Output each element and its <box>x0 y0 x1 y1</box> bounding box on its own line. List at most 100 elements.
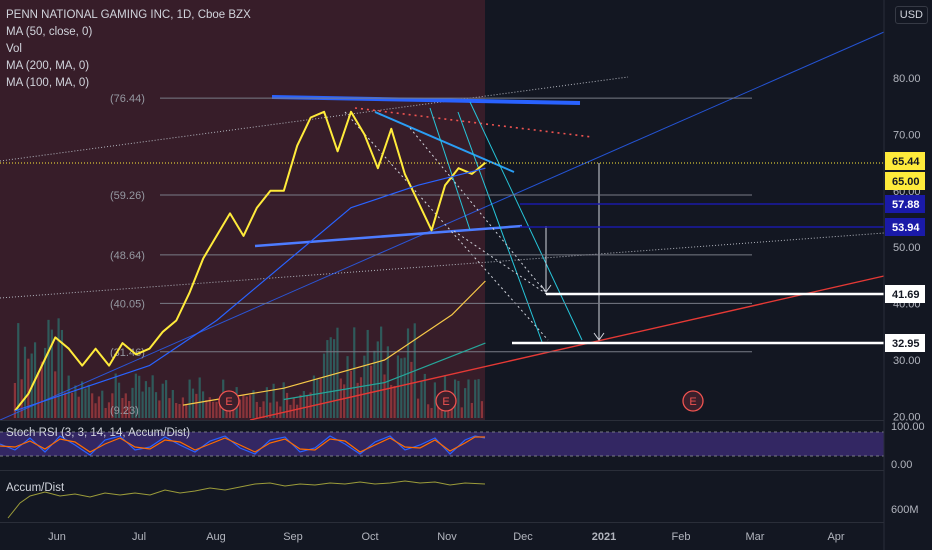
volume-bar <box>205 400 208 418</box>
volume-bar <box>175 403 178 418</box>
volume-bar <box>322 353 326 418</box>
indicator-vol[interactable]: Vol <box>6 43 22 55</box>
price-series <box>14 110 487 412</box>
fib-level-label: (40.05) <box>110 298 145 310</box>
earnings-marker-label: E <box>689 396 696 408</box>
volume-bar <box>343 384 346 418</box>
volume-bar <box>50 329 53 418</box>
volume-bar <box>460 407 463 418</box>
earnings-marker <box>682 390 704 412</box>
volume-bar <box>154 392 158 418</box>
volume-bar <box>249 395 252 418</box>
volume-bar <box>138 375 141 418</box>
chart-legend: PENN NATIONAL GAMING INC, 1D, Cboe BZX M… <box>6 7 251 92</box>
volume-bar <box>380 326 383 418</box>
volume-bar <box>420 381 423 418</box>
stoch-rsi-band <box>0 432 884 456</box>
volume-bar <box>302 391 305 418</box>
stoch-d-line <box>0 436 485 453</box>
volume-bar <box>393 385 396 418</box>
x-tick-label: Jun <box>48 531 66 543</box>
volume-bar <box>60 329 64 418</box>
y-tick-label: 30.00 <box>893 355 921 367</box>
indicator-ma100[interactable]: MA (100, MA, 0) <box>6 77 90 89</box>
volume-bar <box>181 397 184 418</box>
stoch-rsi-label[interactable]: Stoch RSI (3, 3, 14, 14, Accum/Dist) <box>6 427 191 439</box>
volume-bar <box>171 390 174 418</box>
volume-bar <box>218 405 221 418</box>
price-label-tag <box>885 334 925 352</box>
x-tick-label: Jul <box>132 531 146 543</box>
volume-bar <box>363 355 366 418</box>
fib-level-label: (76.44) <box>110 93 145 105</box>
volume-bar <box>430 407 433 418</box>
volume-bar <box>383 374 386 418</box>
fib-level-label: (59.26) <box>110 190 145 202</box>
moving-average-line <box>283 342 486 401</box>
volume-bar <box>474 379 477 418</box>
volume-bar <box>215 402 218 418</box>
volume-bar <box>349 370 352 418</box>
moving-average-line <box>182 280 486 406</box>
volume-bar <box>124 393 127 418</box>
volume-bar <box>272 383 275 418</box>
volume-bar <box>70 392 74 418</box>
accum-tick-label: 600M <box>891 504 919 516</box>
volume-bar <box>117 382 121 418</box>
volume-bar <box>309 392 312 418</box>
volume-bar <box>195 393 198 418</box>
volume-bar <box>148 387 151 418</box>
volume-bar <box>141 391 144 418</box>
indicator-ma200[interactable]: MA (200, MA, 0) <box>6 60 90 72</box>
accum-dist-label[interactable]: Accum/Dist <box>6 482 65 494</box>
volume-bar <box>470 402 473 418</box>
volume-bar <box>353 327 356 418</box>
fib-level-label: (48.64) <box>110 250 145 262</box>
volume-bar <box>275 401 279 418</box>
volume-bar <box>265 387 268 418</box>
volume-bar <box>252 390 255 418</box>
volume-bar <box>23 346 27 418</box>
earnings-marker-label: E <box>442 396 449 408</box>
x-tick-label: Nov <box>437 531 457 543</box>
volume-bar <box>178 403 181 418</box>
volume-bar <box>410 361 413 418</box>
price-label-value: 57.88 <box>892 199 920 211</box>
volume-bar <box>168 398 171 418</box>
volume-bar <box>121 398 124 418</box>
volume-bar <box>97 396 100 418</box>
volume-bar <box>232 405 235 418</box>
volume-bar <box>185 403 188 418</box>
indicator-ma50[interactable]: MA (50, close, 0) <box>6 26 93 38</box>
volume-bar <box>161 383 164 418</box>
currency-button[interactable]: USD <box>894 6 928 24</box>
price-label-tag <box>885 218 925 236</box>
volume-bar <box>111 393 114 418</box>
volume-bar <box>91 393 94 418</box>
volume-bar <box>57 318 60 418</box>
volume-bar <box>37 372 40 418</box>
volume-bar <box>427 404 430 418</box>
volume-bar <box>104 407 107 418</box>
volume-bar <box>27 358 30 418</box>
volume-bar <box>417 398 420 418</box>
moving-average-line <box>14 167 486 412</box>
price-label-tag <box>885 285 925 303</box>
volume-bar <box>13 383 16 418</box>
volume-bar <box>326 340 329 418</box>
volume-bar <box>319 378 322 418</box>
volume-bar <box>333 339 336 418</box>
volume-bar <box>356 382 359 418</box>
y-tick-label: 70.00 <box>893 129 921 141</box>
volume-bar <box>269 402 272 418</box>
volume-bar <box>457 380 460 418</box>
volume-bar <box>480 401 484 418</box>
earnings-marker-label: E <box>225 396 232 408</box>
volume-bar <box>201 391 205 418</box>
price-labels: 65.44 65.00 57.88 53.94 41.69 32.95 <box>885 152 925 352</box>
x-tick-label: Feb <box>672 531 691 543</box>
volume-bar <box>390 384 393 418</box>
volume-bar <box>433 382 436 418</box>
volume-bar <box>477 379 480 418</box>
